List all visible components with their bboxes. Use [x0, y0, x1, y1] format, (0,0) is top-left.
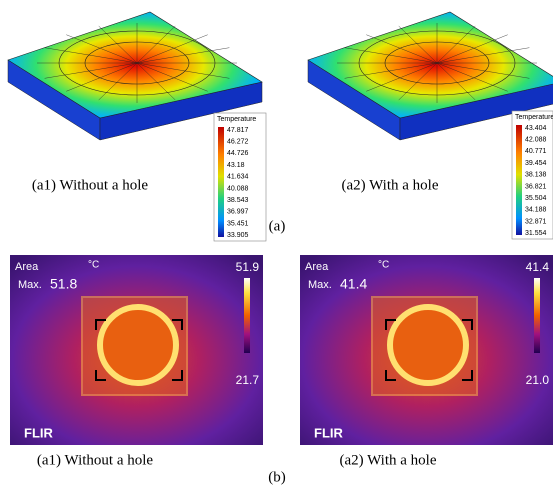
legend-value: 33.905 — [227, 232, 249, 239]
scale-min: 21.7 — [236, 373, 260, 387]
max-value: 41.4 — [340, 276, 367, 292]
legend-value: 43.18 — [227, 162, 245, 169]
legend-bar — [516, 125, 522, 235]
scale-bar — [244, 278, 250, 353]
caption: (a1) Without a hole — [37, 452, 154, 468]
panel-label: (b) — [268, 469, 286, 485]
legend-value: 36.997 — [227, 209, 249, 216]
legend-value: 36.821 — [525, 183, 547, 190]
figure: Temperature 47.817 46.272 44.726 43.18 41.634… — [0, 0, 553, 486]
legend-value: 46.272 — [227, 139, 249, 146]
max-label: Max. — [18, 279, 42, 291]
max-label: Max. — [308, 279, 332, 291]
scale-max: 41.4 — [526, 260, 550, 274]
brand: FLIR — [314, 425, 343, 440]
legend-value: 38.543 — [227, 197, 249, 204]
legend-value: 43.404 — [525, 125, 547, 132]
caption: (a2) With a hole — [341, 177, 438, 193]
legend-value: 47.817 — [227, 127, 249, 134]
legend-value: 42.088 — [525, 137, 547, 144]
legend-value: 31.554 — [525, 230, 547, 237]
legend-value: 44.726 — [227, 150, 249, 157]
legend-bar — [218, 127, 224, 237]
legend-value: 39.454 — [525, 160, 547, 167]
unit: °C — [88, 260, 99, 271]
max-value: 51.8 — [50, 276, 77, 292]
area-label: Area — [15, 261, 39, 273]
heater-ring — [390, 307, 466, 383]
scale-min: 21.0 — [526, 373, 550, 387]
panel-label: (a) — [269, 218, 286, 234]
legend-value: 34.188 — [525, 207, 547, 214]
legend-value: 35.504 — [525, 195, 547, 202]
caption: (a2) With a hole — [339, 452, 436, 468]
legend-title: Temperature — [217, 116, 256, 123]
scale-bar — [534, 278, 540, 353]
legend-value: 32.871 — [525, 218, 547, 225]
legend-value: 40.088 — [227, 185, 249, 192]
scale-max: 51.9 — [236, 260, 260, 274]
heater-ring — [100, 307, 176, 383]
legend-value: 40.771 — [525, 148, 547, 155]
legend-value: 35.451 — [227, 220, 249, 227]
area-label: Area — [305, 261, 329, 273]
caption: (a1) Without a hole — [32, 177, 149, 193]
legend-title: Temperature — [515, 114, 553, 121]
brand: FLIR — [24, 425, 53, 440]
unit: °C — [378, 260, 389, 271]
legend-value: 41.634 — [227, 174, 249, 181]
legend-value: 38.138 — [525, 172, 547, 179]
